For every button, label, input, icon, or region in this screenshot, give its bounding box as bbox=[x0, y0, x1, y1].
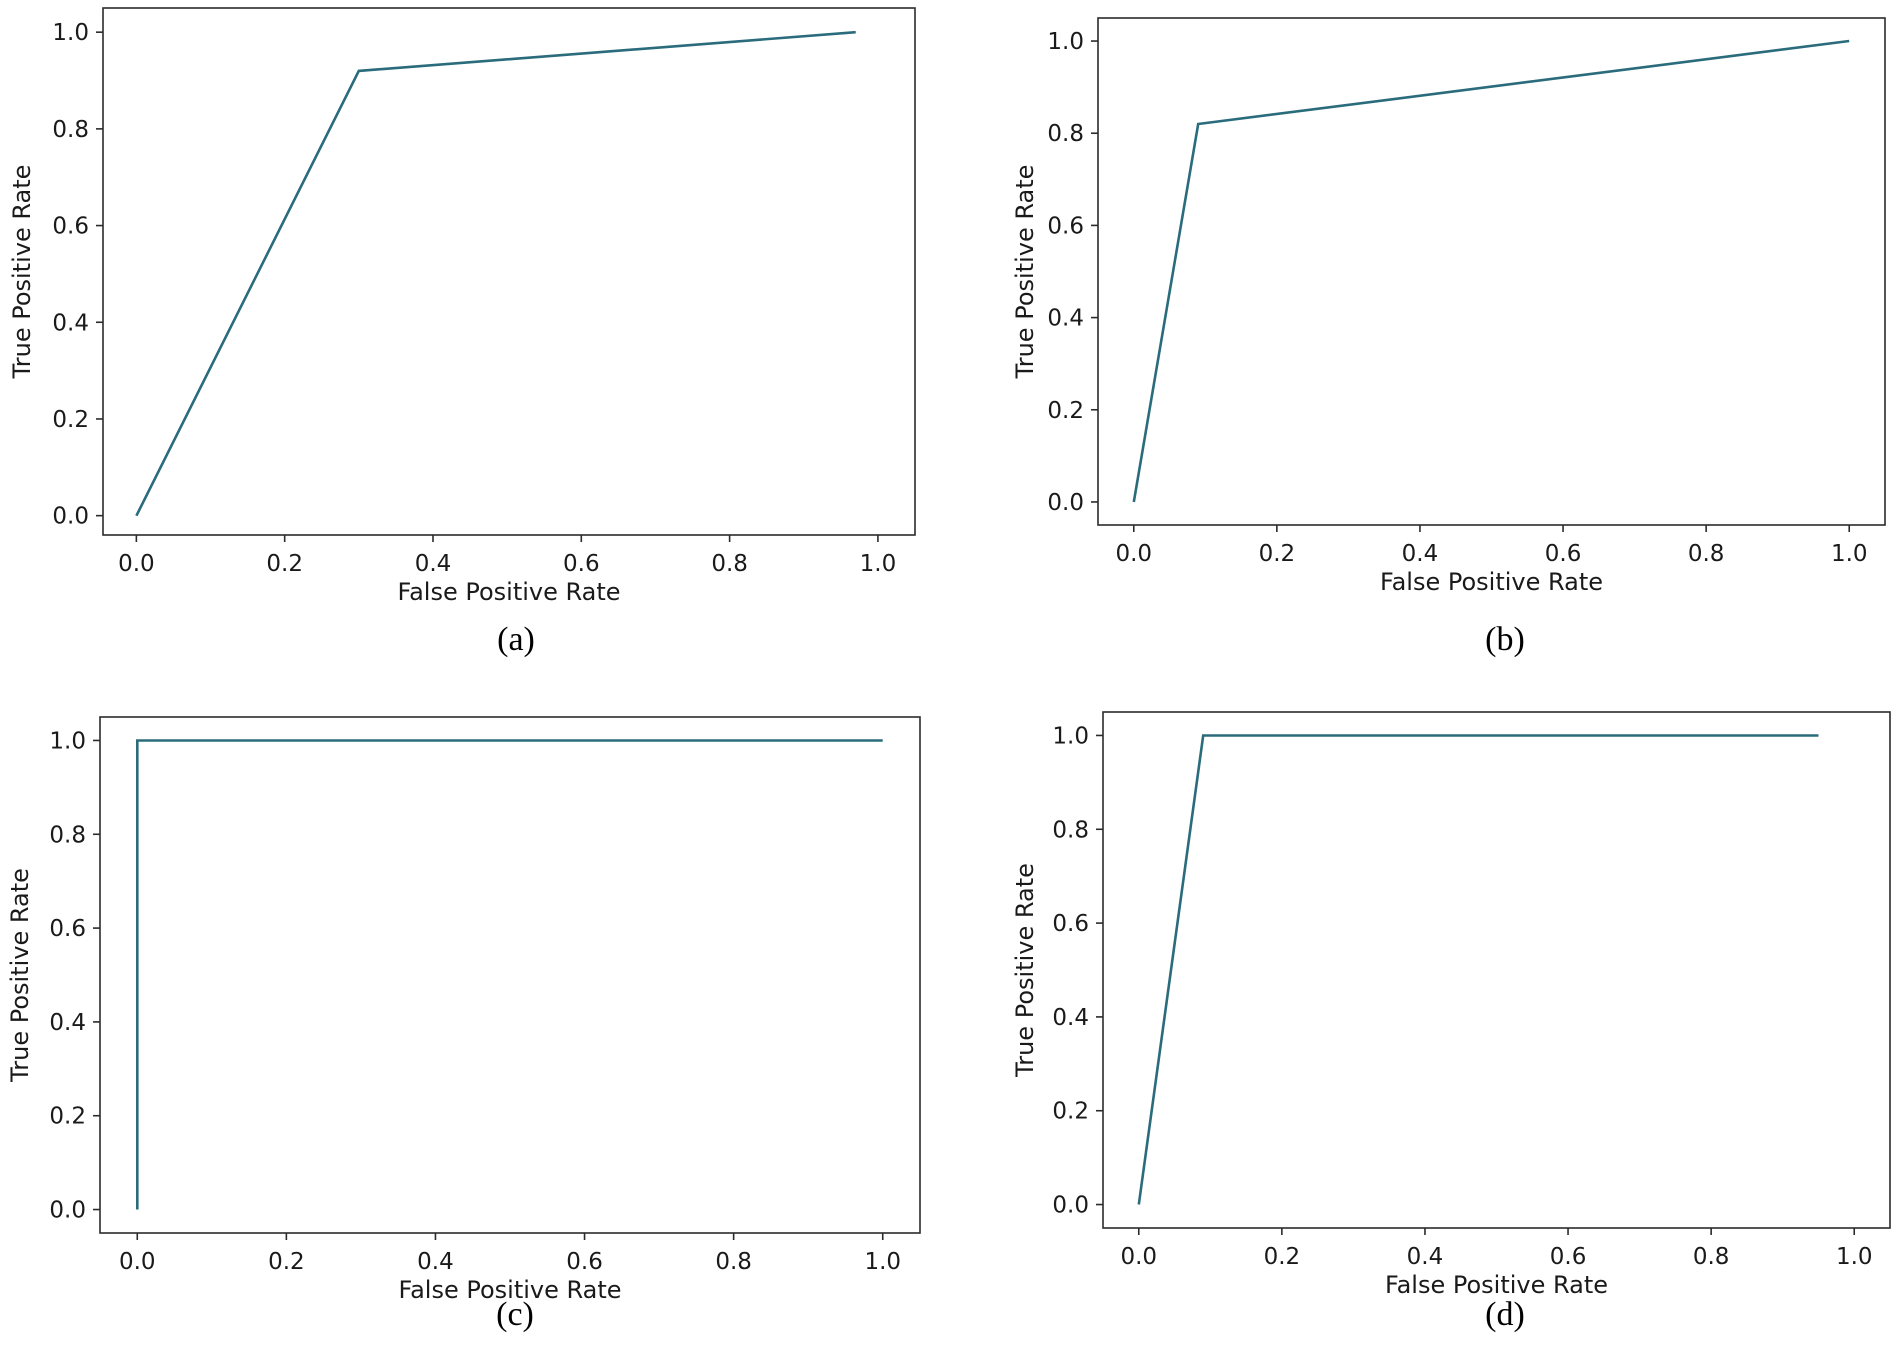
x-tick-label: 0.2 bbox=[1259, 541, 1296, 567]
y-tick-label: 0.2 bbox=[52, 407, 89, 433]
x-tick-label: 0.4 bbox=[1407, 1244, 1444, 1270]
y-tick-label: 0.0 bbox=[49, 1198, 86, 1224]
y-tick-label: 0.6 bbox=[52, 214, 89, 240]
plot-frame bbox=[1097, 17, 1886, 526]
y-tick-label: 0.0 bbox=[1047, 490, 1084, 516]
x-tick-label: 0.2 bbox=[266, 551, 303, 577]
x-axis-label: False Positive Rate bbox=[1385, 1271, 1608, 1299]
panel-caption: (a) bbox=[497, 621, 535, 658]
x-tick-label: 0.4 bbox=[415, 551, 452, 577]
y-tick-label: 0.6 bbox=[1047, 213, 1084, 239]
x-tick-label: 0.2 bbox=[268, 1249, 305, 1275]
x-tick-label: 0.0 bbox=[1115, 541, 1152, 567]
x-tick-label: 0.8 bbox=[711, 551, 748, 577]
chart-panel-c: 0.0 0.2 0.4 0.6 0.8 1.0 0.0 0.2 0.4 0.6 0.8 1.0 Fals… bbox=[6, 716, 921, 1333]
x-tick-label: 0.4 bbox=[417, 1249, 454, 1275]
x-axis-label: False Positive Rate bbox=[1380, 568, 1603, 596]
x-tick-label: 0.8 bbox=[1693, 1244, 1730, 1270]
y-tick-label: 1.0 bbox=[49, 728, 86, 754]
y-tick-label: 0.4 bbox=[1047, 306, 1084, 332]
x-tick-label: 0.0 bbox=[1120, 1244, 1157, 1270]
chart-panel-d: 0.0 0.2 0.4 0.6 0.8 1.0 0.0 0.2 0.4 0.6 0.8 1.0 Fals… bbox=[1011, 711, 1891, 1333]
y-tick-label: 0.8 bbox=[1047, 121, 1084, 147]
plot-frame bbox=[102, 7, 916, 536]
chart-panel-b: 0.0 0.2 0.4 0.6 0.8 1.0 0.0 0.2 0.4 0.6 0.8 1.0 Fals… bbox=[1011, 17, 1886, 658]
y-tick-label: 0.4 bbox=[49, 1010, 86, 1036]
y-tick-label: 1.0 bbox=[1047, 29, 1084, 55]
y-tick-label: 0.4 bbox=[1052, 1005, 1089, 1031]
y-axis-label: True Positive Rate bbox=[6, 868, 34, 1083]
x-tick-label: 0.6 bbox=[563, 551, 600, 577]
y-tick-label: 0.8 bbox=[49, 822, 86, 848]
x-tick-label: 0.4 bbox=[1402, 541, 1439, 567]
x-tick-label: 0.8 bbox=[1688, 541, 1725, 567]
y-tick-label: 0.2 bbox=[1052, 1099, 1089, 1125]
y-tick-label: 0.8 bbox=[1052, 817, 1089, 843]
x-tick-label: 0.0 bbox=[118, 551, 155, 577]
roc-curve-line bbox=[135, 30, 856, 517]
x-tick-label: 0.0 bbox=[119, 1249, 156, 1275]
x-axis-label: False Positive Rate bbox=[397, 578, 620, 606]
y-tick-label: 0.2 bbox=[1047, 398, 1084, 424]
roc-curve-line bbox=[1137, 734, 1819, 1205]
y-tick-label: 0.2 bbox=[49, 1104, 86, 1130]
y-axis-label: True Positive Rate bbox=[1011, 165, 1039, 380]
roc-curve-line bbox=[136, 739, 883, 1210]
x-tick-label: 1.0 bbox=[1831, 541, 1868, 567]
y-tick-label: 0.4 bbox=[52, 310, 89, 336]
x-tick-label: 0.6 bbox=[1545, 541, 1582, 567]
y-tick-label: 0.8 bbox=[52, 117, 89, 143]
panel-caption: (c) bbox=[496, 1296, 534, 1333]
y-tick-label: 1.0 bbox=[1052, 723, 1089, 749]
roc-curve-line bbox=[1132, 39, 1850, 503]
y-axis-label: True Positive Rate bbox=[8, 165, 36, 380]
y-tick-label: 0.6 bbox=[1052, 911, 1089, 937]
x-tick-label: 0.2 bbox=[1264, 1244, 1301, 1270]
y-axis-label: True Positive Rate bbox=[1011, 863, 1039, 1078]
x-tick-label: 0.8 bbox=[715, 1249, 752, 1275]
y-tick-label: 0.0 bbox=[1052, 1193, 1089, 1219]
chart-panel-a: 0.0 0.2 0.4 0.6 0.8 1.0 0.0 0.2 0.4 0.6 0.8 1.0 Fals… bbox=[8, 7, 916, 658]
x-tick-label: 1.0 bbox=[1836, 1244, 1873, 1270]
y-tick-label: 0.6 bbox=[49, 916, 86, 942]
x-tick-label: 0.6 bbox=[566, 1249, 603, 1275]
panel-caption: (b) bbox=[1485, 621, 1525, 658]
panel-caption: (d) bbox=[1485, 1296, 1525, 1333]
x-axis-label: False Positive Rate bbox=[398, 1276, 621, 1304]
x-tick-label: 1.0 bbox=[864, 1249, 901, 1275]
y-tick-label: 0.0 bbox=[52, 504, 89, 530]
x-tick-label: 0.6 bbox=[1550, 1244, 1587, 1270]
plot-frame bbox=[99, 716, 921, 1234]
plot-frame bbox=[1102, 711, 1891, 1229]
y-tick-label: 1.0 bbox=[52, 20, 89, 46]
x-tick-label: 1.0 bbox=[860, 551, 897, 577]
